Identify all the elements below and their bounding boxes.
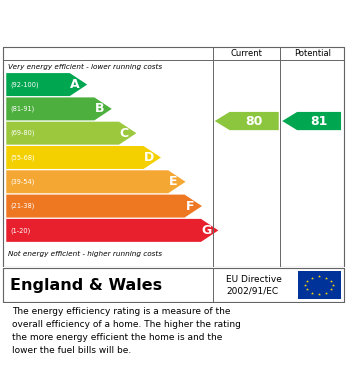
Text: D: D [144,151,154,164]
Polygon shape [6,170,185,193]
Text: (69-80): (69-80) [10,130,35,136]
Text: (21-38): (21-38) [10,203,35,209]
Text: B: B [95,102,104,115]
Bar [298,271,341,300]
Text: A: A [70,78,80,91]
Text: Energy Efficiency Rating: Energy Efficiency Rating [12,16,214,30]
Text: Not energy efficient - higher running costs: Not energy efficient - higher running co… [8,251,162,257]
Polygon shape [6,195,202,217]
Text: Current: Current [231,49,263,58]
Text: 81: 81 [310,115,328,127]
Text: (92-100): (92-100) [10,81,39,88]
Polygon shape [6,146,161,169]
Polygon shape [6,219,218,242]
Text: E: E [169,175,177,188]
Text: England & Wales: England & Wales [10,278,163,292]
Text: C: C [120,127,129,140]
Polygon shape [282,112,341,130]
Text: (1-20): (1-20) [10,227,31,234]
Text: (55-68): (55-68) [10,154,35,161]
Text: The energy efficiency rating is a measure of the
overall efficiency of a home. T: The energy efficiency rating is a measur… [12,307,241,355]
Text: Potential: Potential [294,49,331,58]
Polygon shape [6,97,112,120]
Polygon shape [215,112,279,130]
Text: 80: 80 [245,115,263,127]
Text: EU Directive
2002/91/EC: EU Directive 2002/91/EC [226,274,282,296]
Polygon shape [6,73,87,96]
Text: F: F [185,199,194,213]
Text: Very energy efficient - lower running costs: Very energy efficient - lower running co… [8,64,162,70]
Polygon shape [6,122,136,145]
Text: G: G [201,224,211,237]
Text: (39-54): (39-54) [10,179,35,185]
Text: (81-91): (81-91) [10,106,35,112]
